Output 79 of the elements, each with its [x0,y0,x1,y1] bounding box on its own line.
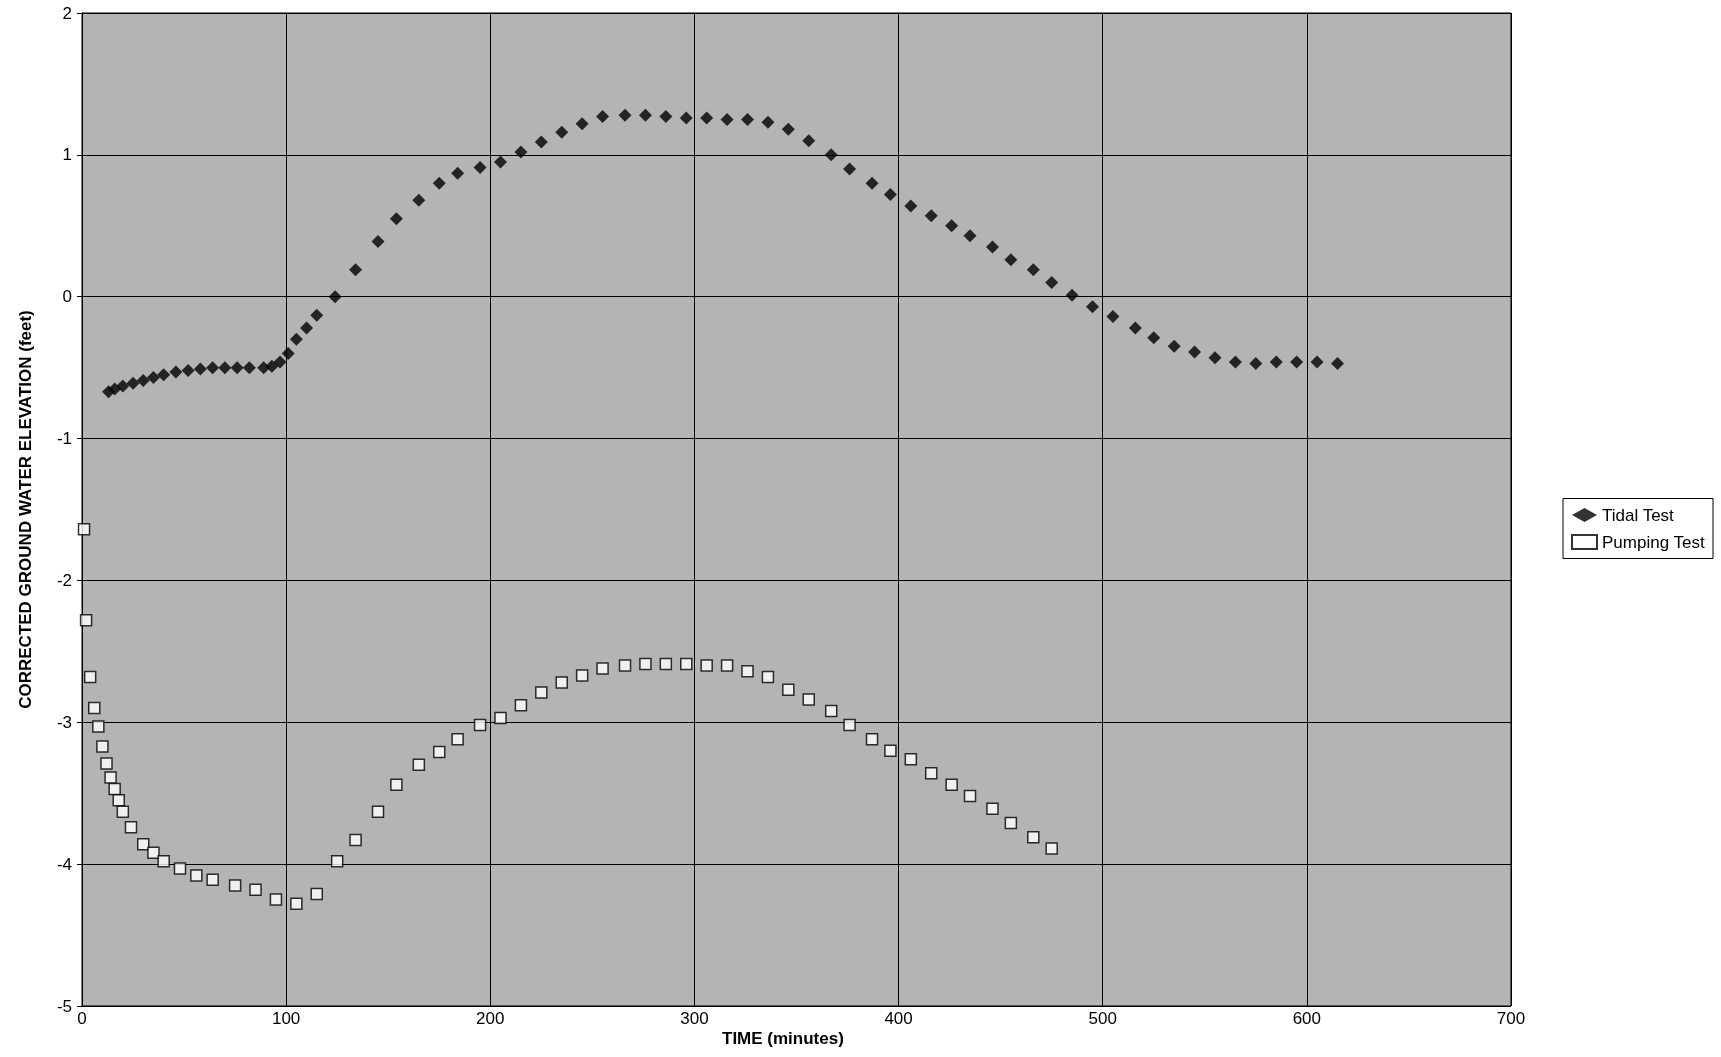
point [904,752,918,766]
point [147,846,160,860]
point [720,659,734,672]
point [963,789,977,803]
point [451,733,464,746]
point [945,778,958,791]
x-tick-label: 500 [1088,1009,1117,1028]
point [680,657,693,671]
point [330,855,344,868]
point [473,718,487,732]
y-tick-label: -3 [56,712,72,732]
point [924,767,938,780]
point [802,693,815,706]
point [136,838,150,851]
point [884,744,897,757]
y-tick-label: 1 [62,145,72,165]
point [228,879,242,892]
point [535,686,548,699]
point [659,657,673,671]
x-tick-label: 700 [1496,1009,1526,1028]
x-axis-title: TIME (minutes) [722,1029,844,1048]
y-tick-label: 0 [62,287,72,307]
y-tick-label: -5 [56,996,72,1016]
legend-label: Pumping Test [1602,532,1705,552]
y-tick-label: -2 [56,570,72,590]
point [865,733,879,746]
x-tick-label: 600 [1292,1009,1322,1028]
y-axis-title: CORRECTED GROUND WATER ELEVATION (feet) [16,310,35,709]
point [986,802,999,816]
point [843,718,856,732]
point [157,855,170,868]
x-tick-label: 300 [680,1009,709,1028]
point [371,805,385,818]
point [349,833,362,847]
point [100,757,113,770]
y-tick-label: -1 [56,429,72,449]
point [96,740,109,753]
legend-label: Tidal Test [1602,505,1675,525]
point [575,669,589,682]
x-tick-label: 200 [476,1009,505,1028]
point [700,659,713,672]
point [824,704,838,718]
point [412,758,426,772]
point [596,662,609,675]
point [1004,816,1018,830]
point [116,805,130,818]
point [494,711,507,725]
point [124,821,138,834]
point [79,613,93,627]
point [190,869,203,882]
point [108,782,121,796]
point [173,862,187,875]
point [310,887,324,901]
x-tick-label: 0 [77,1009,87,1028]
point [83,670,97,684]
point [761,670,775,684]
point [639,657,652,671]
point [741,664,754,678]
point [433,745,446,759]
y-tick-label: 2 [62,3,72,23]
point [782,683,795,696]
point [290,897,303,911]
point [77,523,91,536]
point [514,699,528,712]
point [104,771,117,784]
x-tick-label: 400 [884,1009,913,1028]
point [112,794,125,807]
point [88,701,101,715]
point [269,893,283,906]
point [206,873,219,886]
y-tick-label: -4 [56,854,72,874]
x-tick-label: 100 [271,1009,301,1028]
point [1045,842,1058,855]
point [618,659,632,672]
point [390,778,403,791]
point [555,676,568,689]
point [1027,830,1040,844]
point [92,720,105,733]
point [249,883,262,896]
